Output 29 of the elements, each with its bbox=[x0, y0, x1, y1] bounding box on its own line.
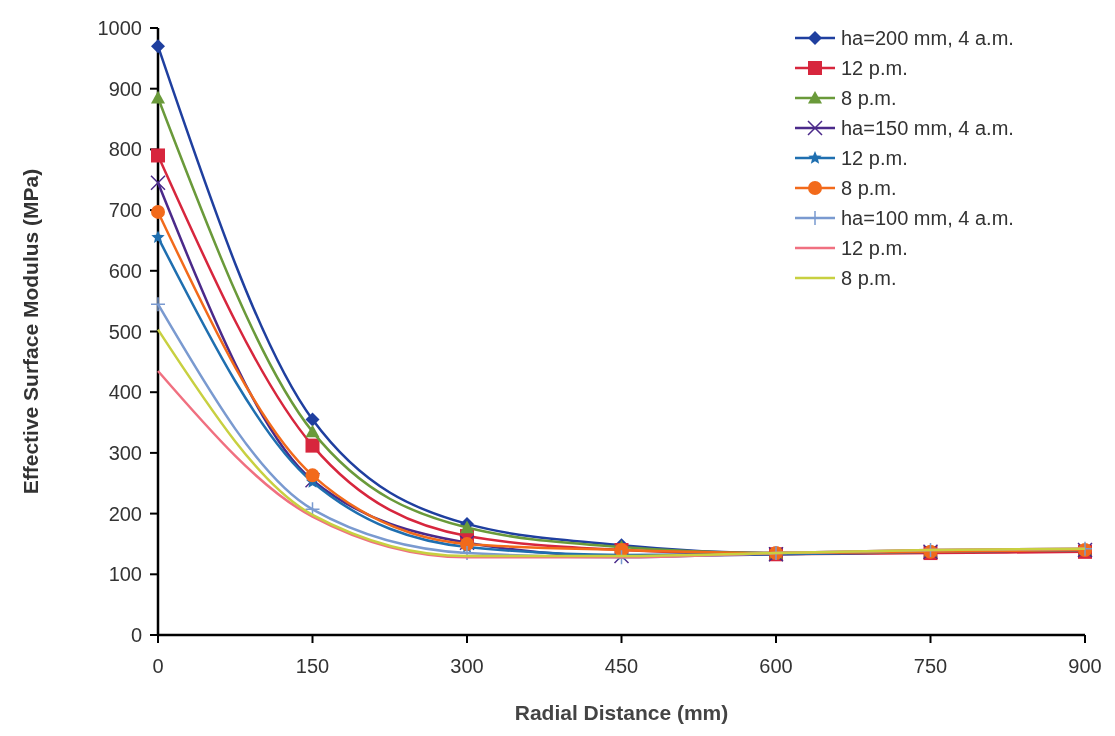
legend-label: ha=100 mm, 4 a.m. bbox=[841, 207, 1014, 229]
x-axis-title: Radial Distance (mm) bbox=[514, 701, 729, 724]
legend-label: 12 p.m. bbox=[841, 237, 908, 259]
y-tick-label: 500 bbox=[108, 320, 142, 343]
legend-label: 8 p.m. bbox=[841, 87, 897, 109]
x-tick-label: 900 bbox=[1068, 655, 1102, 677]
y-tick-label: 900 bbox=[108, 77, 142, 100]
y-tick-label: 600 bbox=[108, 259, 142, 282]
legend-label: ha=150 mm, 4 a.m. bbox=[841, 117, 1014, 139]
x-tick-label: 750 bbox=[913, 655, 948, 677]
y-tick-label: 200 bbox=[108, 502, 142, 525]
y-tick-label: 300 bbox=[108, 441, 142, 464]
y-tick-label: 1000 bbox=[97, 17, 142, 39]
legend-label: 8 p.m. bbox=[841, 177, 897, 199]
x-tick-label: 300 bbox=[450, 655, 484, 677]
y-axis-title: Effective Surface Modulus (MPa) bbox=[19, 168, 42, 495]
legend-label: 8 p.m. bbox=[841, 267, 897, 289]
x-tick-label: 450 bbox=[604, 655, 639, 677]
legend-label: 12 p.m. bbox=[841, 147, 908, 169]
y-tick-label: 800 bbox=[108, 138, 142, 161]
y-tick-label: 0 bbox=[130, 624, 142, 646]
x-tick-label: 600 bbox=[759, 655, 793, 677]
x-tick-label: 0 bbox=[152, 655, 164, 677]
legend-label: 12 p.m. bbox=[841, 57, 908, 79]
y-tick-label: 700 bbox=[108, 199, 142, 222]
y-tick-label: 100 bbox=[108, 563, 142, 586]
x-tick-label: 150 bbox=[295, 655, 330, 677]
y-tick-label: 400 bbox=[108, 381, 142, 404]
legend-label: ha=200 mm, 4 a.m. bbox=[841, 27, 1014, 49]
